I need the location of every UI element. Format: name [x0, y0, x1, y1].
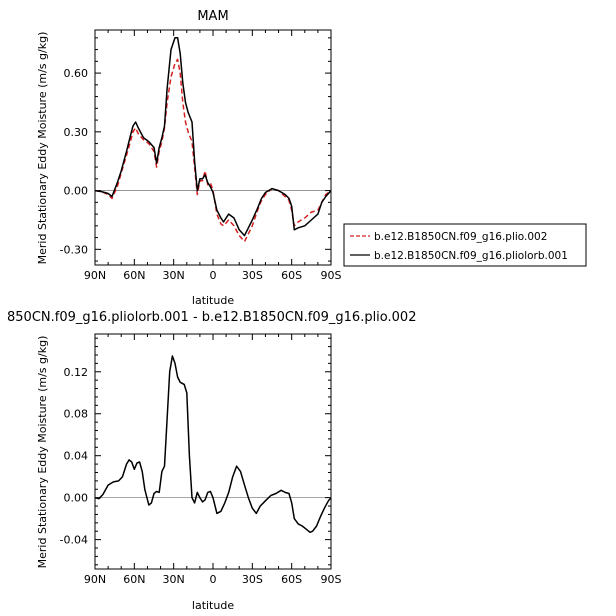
bottom-x-tick-label: 30N — [163, 573, 185, 586]
top-panel: MAM 90N 60N 30N 0 30S 60S 90S 0.60 0.30 0.00 -0.30… — [36, 9, 342, 307]
bottom-y-tick-label: 0.00 — [64, 492, 89, 505]
top-title: MAM — [197, 9, 228, 24]
bottom-x-tick-label: 90S — [321, 573, 342, 586]
top-x-tick-label: 0 — [210, 269, 217, 282]
legend-label-plio: b.e12.B1850CN.f09_g16.plio.002 — [374, 231, 547, 243]
bottom-plot-frame — [94, 333, 332, 570]
top-x-tick-label: 90N — [84, 269, 106, 282]
bottom-y-tick-label: 0.12 — [64, 366, 89, 379]
bottom-series-line-0 — [94, 355, 332, 534]
top-y-axis-label: Merid Stationary Eddy Moisture (m/s g/kg… — [36, 32, 49, 265]
top-series-group — [94, 37, 332, 243]
top-x-axis-label: latitude — [192, 294, 234, 307]
legend-label-pliolorb: b.e12.B1850CN.f09_g16.pliolorb.001 — [374, 250, 568, 262]
top-y-tick-label: 0.60 — [64, 67, 89, 80]
bottom-y-axis-label: Merid Stationary Eddy Moisture (m/s g/kg… — [36, 336, 49, 569]
top-x-tick-label: 60S — [281, 269, 302, 282]
top-y-tick-label: 0.30 — [64, 126, 89, 139]
bottom-x-tick-label: 60S — [281, 573, 302, 586]
top-series-line-0 — [94, 58, 332, 243]
bottom-panel: 850CN.f09_g16.pliolorb.001 - b.e12.B1850… — [7, 310, 416, 612]
top-y-tick-label: -0.30 — [60, 243, 88, 256]
bottom-y-tick-label: 0.08 — [64, 408, 89, 421]
bottom-x-tick-label: 0 — [210, 573, 217, 586]
legend: b.e12.B1850CN.f09_g16.plio.002 b.e12.B18… — [343, 223, 587, 267]
bottom-x-tick-label: 90N — [84, 573, 106, 586]
top-x-tick-label: 90S — [321, 269, 342, 282]
legend-box — [343, 223, 587, 267]
top-series-line-1 — [94, 37, 332, 237]
bottom-y-tick-label: -0.04 — [60, 534, 88, 547]
top-y-tick-label: 0.00 — [64, 185, 89, 198]
top-x-tick-label: 30S — [242, 269, 263, 282]
bottom-x-tick-label: 30S — [242, 573, 263, 586]
top-x-tick-label: 60N — [123, 269, 145, 282]
bottom-x-tick-label: 60N — [123, 573, 145, 586]
top-x-tick-label: 30N — [163, 269, 185, 282]
top-ticks: 90N 60N 30N 0 30S 60S 90S 0.60 0.30 0.00 -0.30 — [60, 30, 342, 282]
bottom-title: 850CN.f09_g16.pliolorb.001 - b.e12.B1850… — [7, 310, 416, 325]
bottom-x-axis-label: latitude — [192, 599, 234, 612]
bottom-y-tick-label: 0.04 — [64, 450, 89, 463]
bottom-ticks: 90N 60N 30N 0 30S 60S 90S 0.12 0.08 0.04 0.00 -0.04 — [60, 334, 342, 586]
bottom-series-group — [94, 355, 332, 534]
